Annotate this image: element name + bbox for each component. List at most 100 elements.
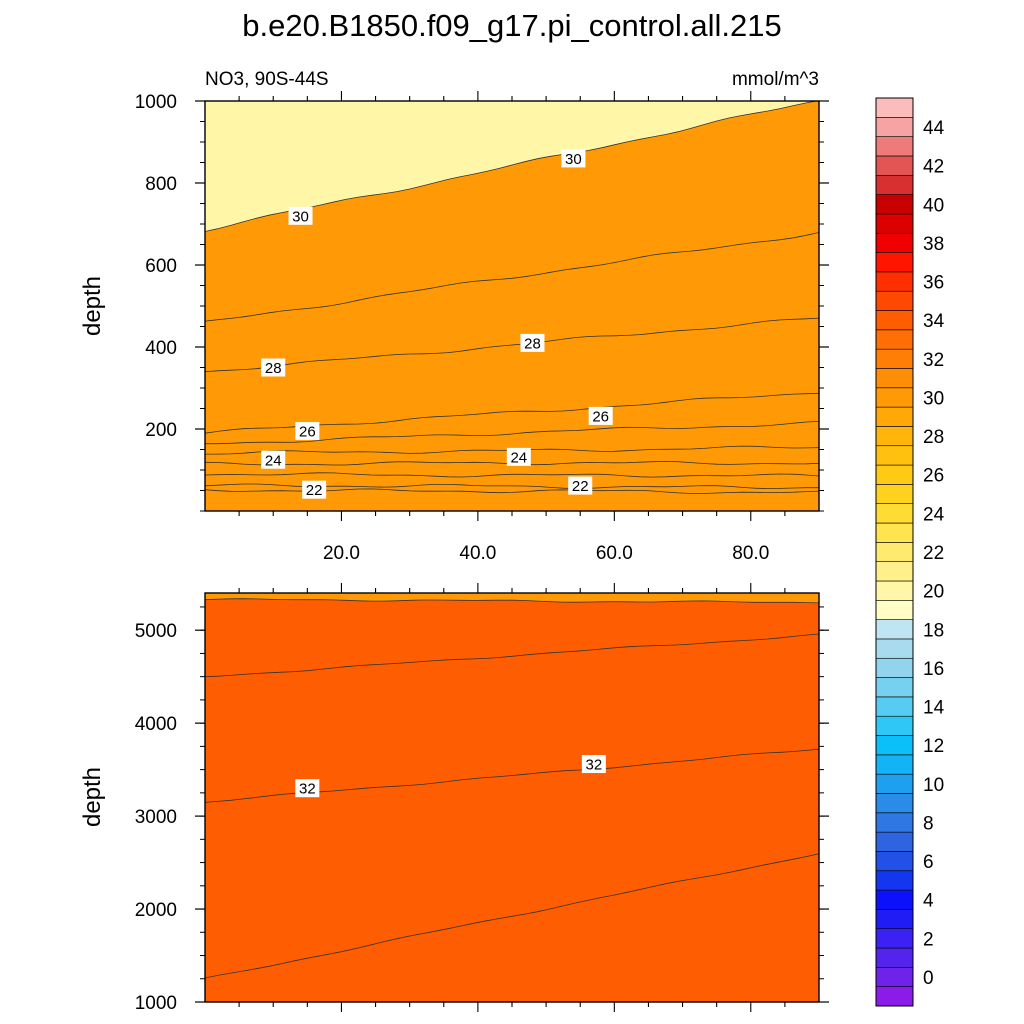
colorbar-swatch	[875, 484, 914, 505]
colorbar-label: 38	[923, 234, 944, 255]
colorbar-swatch	[875, 619, 914, 640]
lower-y-tick-label: 2000	[135, 900, 177, 921]
upper-y-tick-label: 800	[145, 174, 177, 195]
colorbar-swatch	[875, 136, 914, 157]
colorbar-swatch	[875, 174, 914, 195]
upper-contour-label: 24	[261, 450, 286, 469]
lower-contour-line	[205, 598, 819, 604]
colorbar-swatch	[875, 290, 914, 311]
colorbar-swatch	[875, 928, 914, 949]
colorbar-swatch	[875, 851, 914, 872]
colorbar-swatch	[875, 715, 914, 736]
colorbar-swatch	[875, 232, 914, 253]
colorbar-swatch	[875, 889, 914, 910]
colorbar-label: 12	[923, 736, 944, 757]
colorbar-swatch	[875, 387, 914, 408]
colorbar-swatch	[875, 599, 914, 620]
colorbar-swatch	[875, 638, 914, 659]
lower-contour-label: 32	[581, 755, 606, 774]
lower-y-tick-label: 1000	[135, 993, 177, 1014]
upper-contour-line	[205, 317, 819, 373]
upper-contour-label: 26	[295, 422, 320, 441]
lower-contour-line	[205, 633, 819, 678]
colorbar-swatch	[875, 793, 914, 814]
upper-x-tick-label: 80.0	[732, 543, 769, 564]
colorbar-swatch	[875, 368, 914, 389]
upper-contour-label: 28	[520, 333, 545, 352]
lower-y-tick-label: 4000	[135, 714, 177, 735]
svg-text:24: 24	[510, 449, 527, 466]
upper-contour-line	[205, 472, 819, 478]
colorbar-label: 36	[923, 273, 944, 294]
colorbar-label: 18	[923, 620, 944, 641]
colorbar-label: 42	[923, 157, 944, 178]
colorbar-swatch	[875, 735, 914, 756]
colorbar-swatch	[875, 542, 914, 562]
colorbar-swatch	[875, 194, 914, 215]
colorbar-label: 24	[923, 504, 945, 525]
colorbar-swatch	[875, 503, 914, 524]
svg-text:26: 26	[299, 424, 316, 441]
colorbar-label: 4	[923, 891, 934, 912]
upper-contour-label: 22	[302, 480, 327, 499]
lower-band-fill	[205, 598, 819, 1002]
upper-contour-label: 22	[568, 476, 593, 495]
upper-contour-label: 30	[288, 206, 313, 225]
colorbar-swatch	[875, 870, 914, 891]
svg-text:22: 22	[306, 482, 323, 499]
upper-panel-axes: 200 400 600 800 1000 20.0 40.0 60.0 80.0	[135, 91, 829, 564]
colorbar-swatch	[875, 773, 914, 794]
colorbar-swatch	[875, 97, 914, 118]
colorbar-swatch	[875, 909, 914, 930]
figure-title: b.e20.B1850.f09_g17.pi_control.all.215	[242, 8, 782, 43]
colorbar-swatch	[875, 445, 914, 466]
colorbar-label: 20	[923, 582, 944, 603]
colorbar-label: 30	[923, 388, 944, 409]
svg-text:24: 24	[265, 452, 282, 469]
upper-x-tick-label: 60.0	[596, 543, 633, 564]
svg-text:30: 30	[565, 151, 582, 168]
colorbar-swatch	[875, 310, 914, 331]
svg-text:32: 32	[586, 757, 603, 774]
colorbar-label: 8	[923, 813, 934, 834]
svg-text:32: 32	[299, 781, 316, 798]
colorbar-label: 0	[923, 968, 934, 989]
upper-depth-panel: 22 22 24 24 26 26 28 28 30 30 200 400 600 800 1000 20.…	[79, 91, 829, 564]
lower-panel-fills	[205, 593, 819, 1002]
colorbar-swatch	[875, 271, 914, 292]
colorbar-label: 22	[923, 543, 944, 564]
variable-label: NO3, 90S-44S	[205, 69, 329, 90]
upper-y-tick-label: 200	[145, 420, 177, 441]
colorbar: 0246810121416182022242628303234363840424…	[875, 97, 945, 1007]
upper-y-tick-label: 600	[145, 256, 177, 277]
svg-text:28: 28	[524, 335, 541, 352]
colorbar-swatch	[875, 657, 914, 678]
colorbar-swatch	[875, 967, 914, 987]
svg-text:28: 28	[265, 360, 282, 377]
colorbar-swatch	[875, 155, 914, 176]
colorbar-swatch	[875, 831, 914, 852]
lower-y-axis-label: depth	[79, 767, 106, 827]
colorbar-swatch	[875, 348, 914, 369]
svg-text:30: 30	[292, 208, 309, 225]
colorbar-label: 16	[923, 659, 944, 680]
upper-band-fill	[205, 101, 819, 511]
colorbar-label: 32	[923, 350, 944, 371]
upper-x-tick-label: 20.0	[323, 543, 360, 564]
colorbar-label: 10	[923, 775, 944, 796]
colorbar-frame	[875, 97, 914, 1007]
units-label: mmol/m^3	[732, 69, 819, 90]
colorbar-swatch	[875, 522, 914, 543]
colorbar-swatch	[875, 754, 914, 775]
colorbar-swatch	[875, 406, 914, 427]
upper-contour-label: 26	[588, 406, 613, 425]
colorbar-swatch	[875, 947, 914, 968]
upper-y-tick-label: 1000	[135, 92, 177, 113]
colorbar-label: 14	[923, 698, 945, 719]
lower-y-tick-label: 3000	[135, 807, 177, 828]
colorbar-swatch	[875, 464, 914, 485]
svg-text:26: 26	[592, 408, 609, 425]
colorbar-swatch	[875, 252, 914, 273]
colorbar-swatch	[875, 986, 914, 1007]
